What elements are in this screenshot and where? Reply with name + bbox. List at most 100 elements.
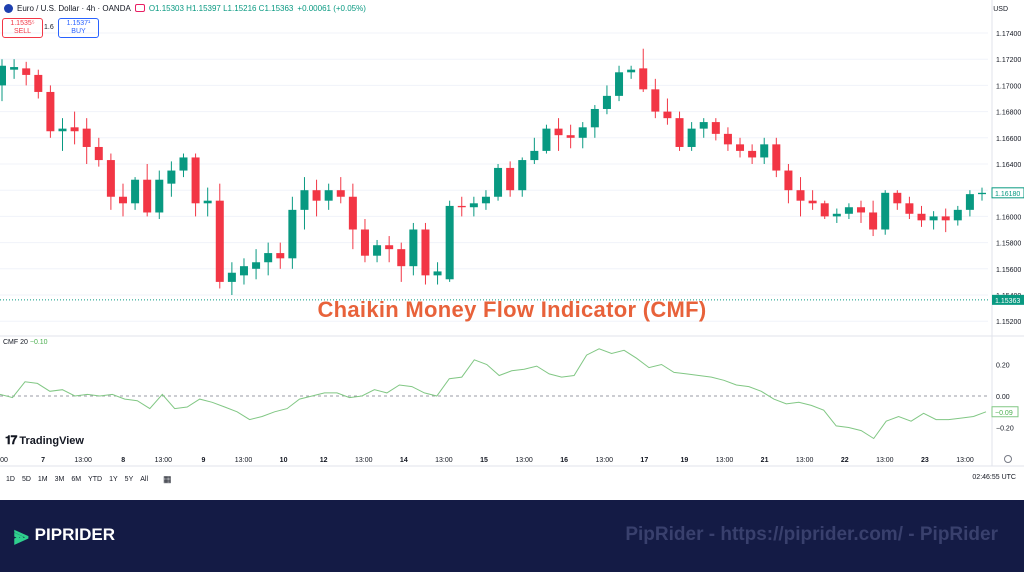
candle-body (469, 203, 478, 208)
candle-body (94, 146, 103, 161)
candle-body (615, 72, 624, 96)
current-price-tag (992, 294, 1024, 305)
sell-label: SELL (13, 28, 32, 35)
time-tick-label: 15 (480, 457, 488, 464)
chart-area[interactable]: 1.17400 1.17200 1.17000 1.16800 1.16600 1.164… (0, 0, 1024, 500)
candle-body (324, 190, 333, 201)
time-axis-settings-icon (1004, 455, 1012, 463)
candle-body (602, 95, 611, 109)
candle-body (820, 203, 829, 217)
candle-body (772, 144, 781, 171)
candle-body (421, 229, 430, 276)
candle-body (978, 192, 986, 195)
time-tick-label: 19 (681, 457, 689, 464)
time-tick-label: 8 (121, 457, 125, 464)
candle-body (953, 209, 962, 221)
timeframe-ytd[interactable]: YTD (88, 476, 103, 483)
timeframe-3m[interactable]: 3M (54, 476, 65, 483)
candle-body (578, 127, 587, 138)
piprider-brand: ⫸ PIPRIDER (14, 522, 115, 548)
utc-clock[interactable]: 02:46:55 UTC (972, 474, 1016, 481)
sell-button[interactable]: 1.1535⁵ SELL (2, 18, 43, 38)
candle-body (893, 192, 902, 204)
alert-toggle-icon[interactable] (134, 4, 145, 12)
candle-body (215, 200, 224, 282)
tradingview-logo[interactable]: 𝟏𝟕 TradingView (5, 433, 84, 448)
candle-body (34, 74, 43, 92)
time-tick-label: 17 (640, 457, 648, 464)
candle-body (857, 207, 866, 213)
piprider-logo-icon: ⫸ (14, 520, 29, 550)
footer-banner: ⫸ PIPRIDER PipRider - https://piprider.c… (0, 500, 1024, 572)
ohlc-values: O1.15303 H1.15397 L1.15216 C1.15363 (148, 3, 294, 13)
price-tick-label: 1.16600 (996, 136, 1021, 143)
candle-body (433, 271, 442, 276)
candle-body (252, 262, 261, 269)
candle-body (348, 196, 357, 230)
symbol-title[interactable]: Euro / U.S. Dollar · 4h · OANDA (17, 3, 131, 13)
candle-body (699, 122, 708, 129)
candle-body (131, 179, 140, 204)
cmf-value: −0.10 (29, 339, 48, 346)
spread-value: 1.6 (44, 24, 54, 31)
candle-body (239, 266, 248, 276)
timeframe-all[interactable]: All (140, 476, 149, 483)
timeframe-1y[interactable]: 1Y (109, 476, 118, 483)
eurusd-flag-icon (4, 3, 13, 13)
price-change: +0.00061 (+0.05%) (297, 3, 366, 13)
candle-body (58, 128, 67, 132)
cmf-tick-label: 0.20 (996, 363, 1010, 370)
candle-body (687, 128, 696, 147)
timeframe-bar: 1D 5D 1M 3M 6M YTD 1Y 5Y All ▦ (6, 474, 172, 485)
candle-body (748, 150, 757, 158)
candle-body (70, 127, 79, 132)
price-tick-label: 1.15800 (996, 241, 1021, 248)
candle-body (288, 209, 297, 259)
time-tick-label: 13:00 (435, 457, 453, 464)
candle-body (106, 160, 115, 197)
time-tick-label: 13:00 (155, 457, 173, 464)
tradingview-logo-icon: 𝟏𝟕 (5, 433, 17, 447)
timeframe-1m[interactable]: 1M (37, 476, 48, 483)
price-tick-label: 1.16400 (996, 162, 1021, 169)
timeframe-5d[interactable]: 5D (21, 476, 31, 483)
timeframe-1d[interactable]: 1D (6, 476, 15, 483)
chart-svg: 1.17400 1.17200 1.17000 1.16800 1.16600 1.164… (0, 0, 1024, 467)
candle-body (530, 150, 539, 161)
candle-body (554, 128, 563, 136)
price-tick-label: 1.16800 (996, 110, 1021, 117)
cmf-value-label: −0.09 (995, 410, 1013, 417)
candle-body (518, 160, 527, 191)
timeframe-6m[interactable]: 6M (71, 476, 82, 483)
candle-body (566, 135, 575, 138)
cmf-value-tag (991, 406, 1019, 418)
candle-body (760, 144, 769, 158)
price-tick-label: 1.15200 (996, 319, 1021, 326)
last-price-label: 1.16180 (995, 191, 1020, 198)
candle-body (227, 272, 236, 282)
buy-button[interactable]: 1.1537¹ BUY (58, 18, 99, 38)
candle-body (409, 229, 418, 267)
candle-body (844, 207, 853, 214)
time-tick-label: :00 (0, 457, 8, 464)
current-price-label: 1.15363 (995, 298, 1020, 305)
time-tick-label: 22 (841, 457, 849, 464)
candle-body (808, 200, 817, 204)
calendar-icon[interactable]: ▦ (163, 474, 172, 484)
candle-body (191, 157, 200, 204)
price-tick-label: 1.15600 (996, 267, 1021, 274)
time-tick-label: 21 (761, 457, 769, 464)
last-price-tag (991, 187, 1024, 199)
candle-body (590, 108, 599, 128)
candle-body (445, 205, 454, 280)
price-tick-label: 1.16000 (996, 214, 1021, 221)
cmf-legend[interactable]: CMF 20 −0.10 (3, 339, 48, 346)
time-tick-label: 7 (41, 457, 45, 464)
timeframe-5y[interactable]: 5Y (124, 476, 134, 483)
candle-body (336, 190, 345, 197)
sell-price: 1.1535⁵ (10, 20, 35, 27)
time-tick-label: 12 (320, 457, 328, 464)
candle-body (494, 167, 503, 197)
candle-body (869, 212, 878, 230)
currency-label[interactable]: USD (993, 6, 1008, 13)
